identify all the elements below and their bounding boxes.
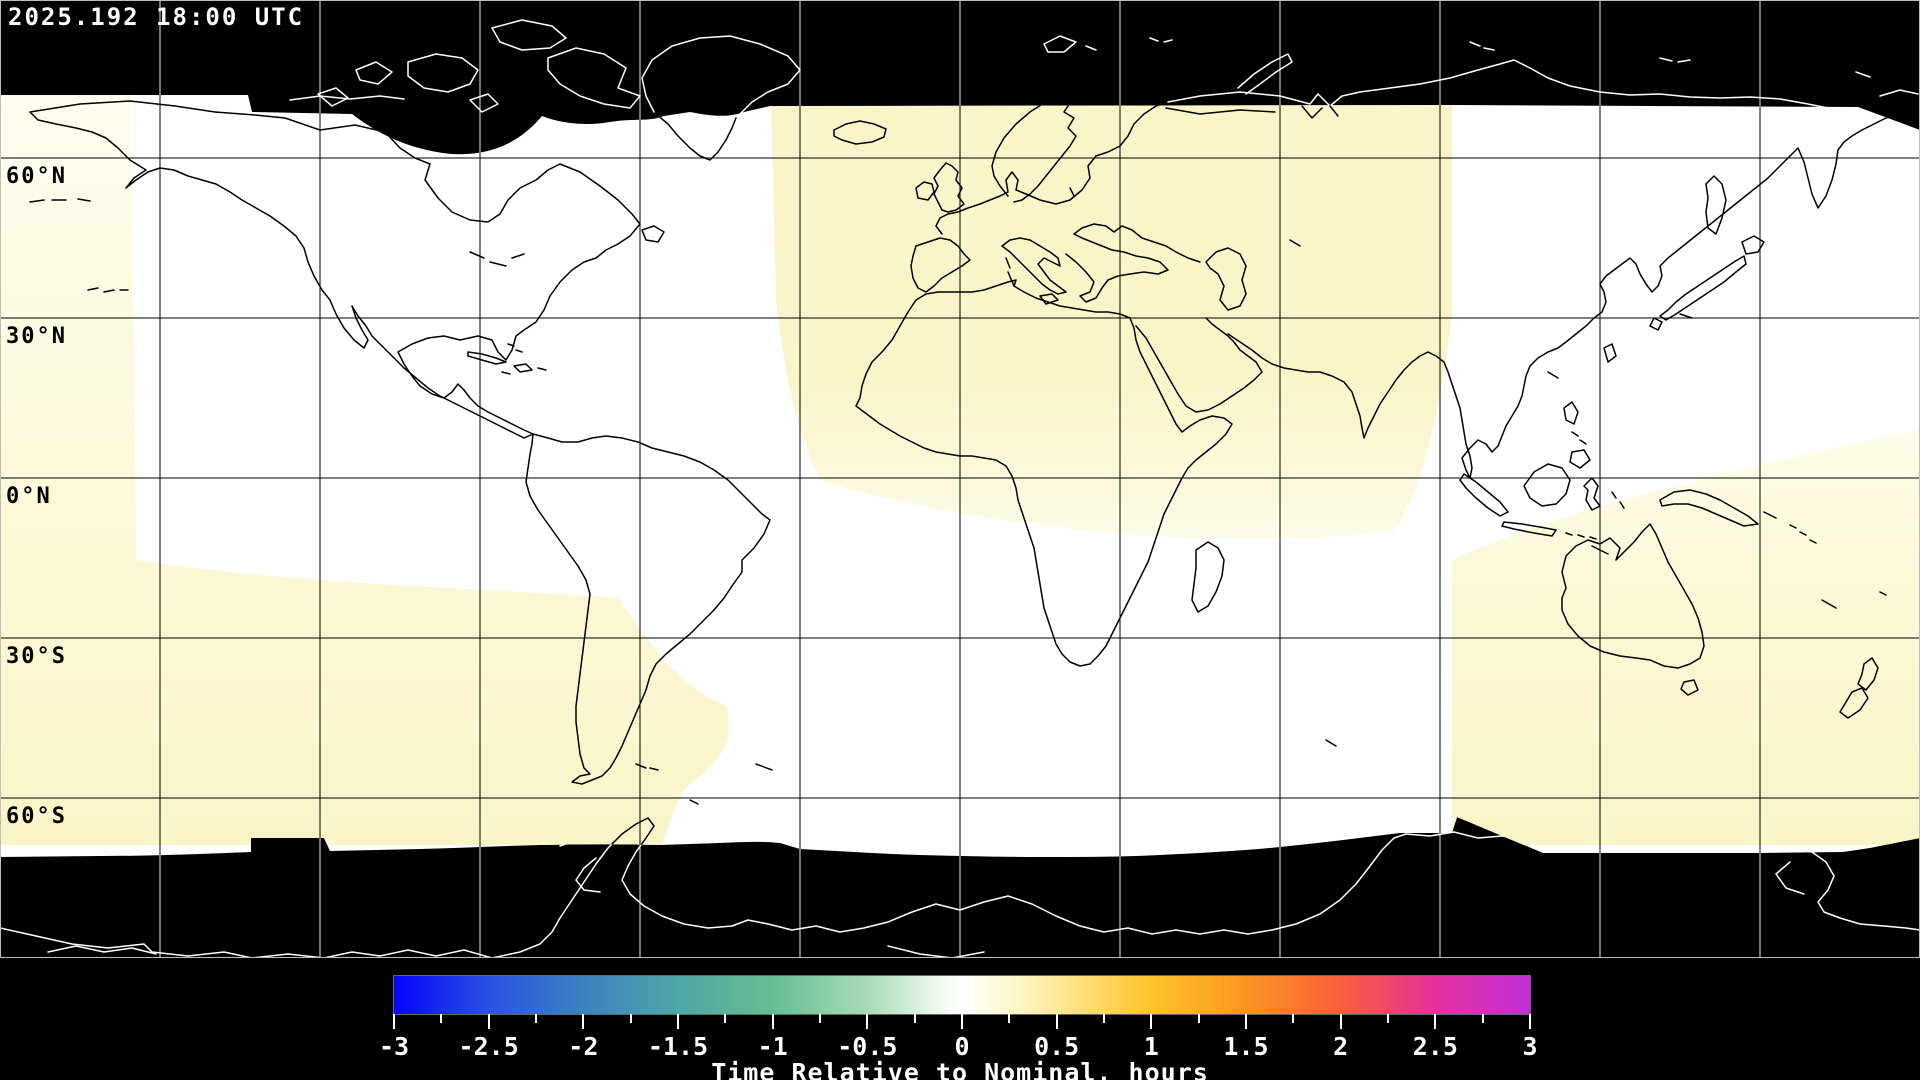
colorbar-minor-tick [1103, 1014, 1105, 1023]
colorbar-minor-tick [440, 1014, 443, 1023]
colorbar-tick-label: -3 [378, 1032, 410, 1061]
latitude-label: 60°N [6, 164, 67, 189]
colorbar-minor-tick [1292, 1014, 1295, 1023]
coastlines-data-zone [29, 98, 1919, 853]
colorbar-title: Time Relative to Nominal, hours [711, 1058, 1209, 1080]
colorbar-tick-label: 2 [1333, 1032, 1349, 1061]
colorbar-tick-label: 3 [1522, 1032, 1538, 1061]
colorbar-tick-label: 1 [1143, 1032, 1159, 1061]
colorbar-major-tick [1339, 1014, 1342, 1029]
colorbar-major-tick [1529, 1014, 1531, 1029]
latitude-label: 60°S [6, 804, 67, 829]
colorbar-gradient [393, 975, 1531, 1015]
timestamp: 2025.192 18:00 UTC [8, 3, 305, 31]
grid-lines-on-data [0, 0, 1920, 958]
colorbar-minor-tick [535, 1014, 537, 1023]
colorbar-tick-label: -1 [757, 1032, 788, 1061]
colorbar-major-tick [1055, 1014, 1058, 1029]
latitude-label: 0°N [6, 484, 52, 509]
world-map: 2025.192 18:00 UTC 60°N 30°N 0°N 30°S 60°S [0, 0, 1920, 958]
colorbar-tick-label: -1.5 [647, 1032, 709, 1061]
colorbar-minor-tick [629, 1014, 632, 1023]
colorbar-major-tick [1150, 1014, 1153, 1029]
colorbar-tick-label: -0.5 [837, 1032, 898, 1061]
colorbar-minor-tick [1481, 1014, 1484, 1023]
colorbar-tick-label: -2 [568, 1032, 599, 1061]
colorbar-major-tick [1245, 1014, 1247, 1029]
colorbar-tick-label: 2.5 [1412, 1032, 1458, 1061]
colorbar-major-tick [582, 1014, 585, 1029]
colorbar-tick-label: 0.5 [1034, 1032, 1080, 1061]
colorbar-minor-tick [1008, 1014, 1011, 1023]
colorbar-major-tick [771, 1014, 774, 1029]
colorbar-tick-label: 0 [954, 1032, 970, 1061]
colorbar-tick-label: 1.5 [1223, 1032, 1269, 1061]
colorbar-tick-label: -2.5 [458, 1032, 519, 1061]
colorbar-major-tick [1434, 1014, 1437, 1029]
colorbar-minor-tick [819, 1014, 821, 1023]
latitude-label: 30°S [6, 644, 67, 669]
colorbar-major-tick [393, 1014, 395, 1029]
colorbar-minor-tick [1387, 1014, 1389, 1023]
map-canvas [0, 0, 1920, 958]
colorbar: -3 -2.5 -2 -1.5 -1 -0.5 0 0.5 1 1.5 2 2.5 3 Time Rel… [0, 958, 1920, 1080]
colorbar-major-tick [866, 1014, 869, 1029]
colorbar-minor-tick [913, 1014, 916, 1023]
colorbar-major-tick [487, 1014, 490, 1029]
colorbar-major-tick [677, 1014, 679, 1029]
latitude-label: 30°N [6, 324, 67, 349]
colorbar-major-tick [961, 1014, 963, 1029]
colorbar-minor-tick [1197, 1014, 1200, 1023]
colorbar-minor-tick [724, 1014, 727, 1023]
